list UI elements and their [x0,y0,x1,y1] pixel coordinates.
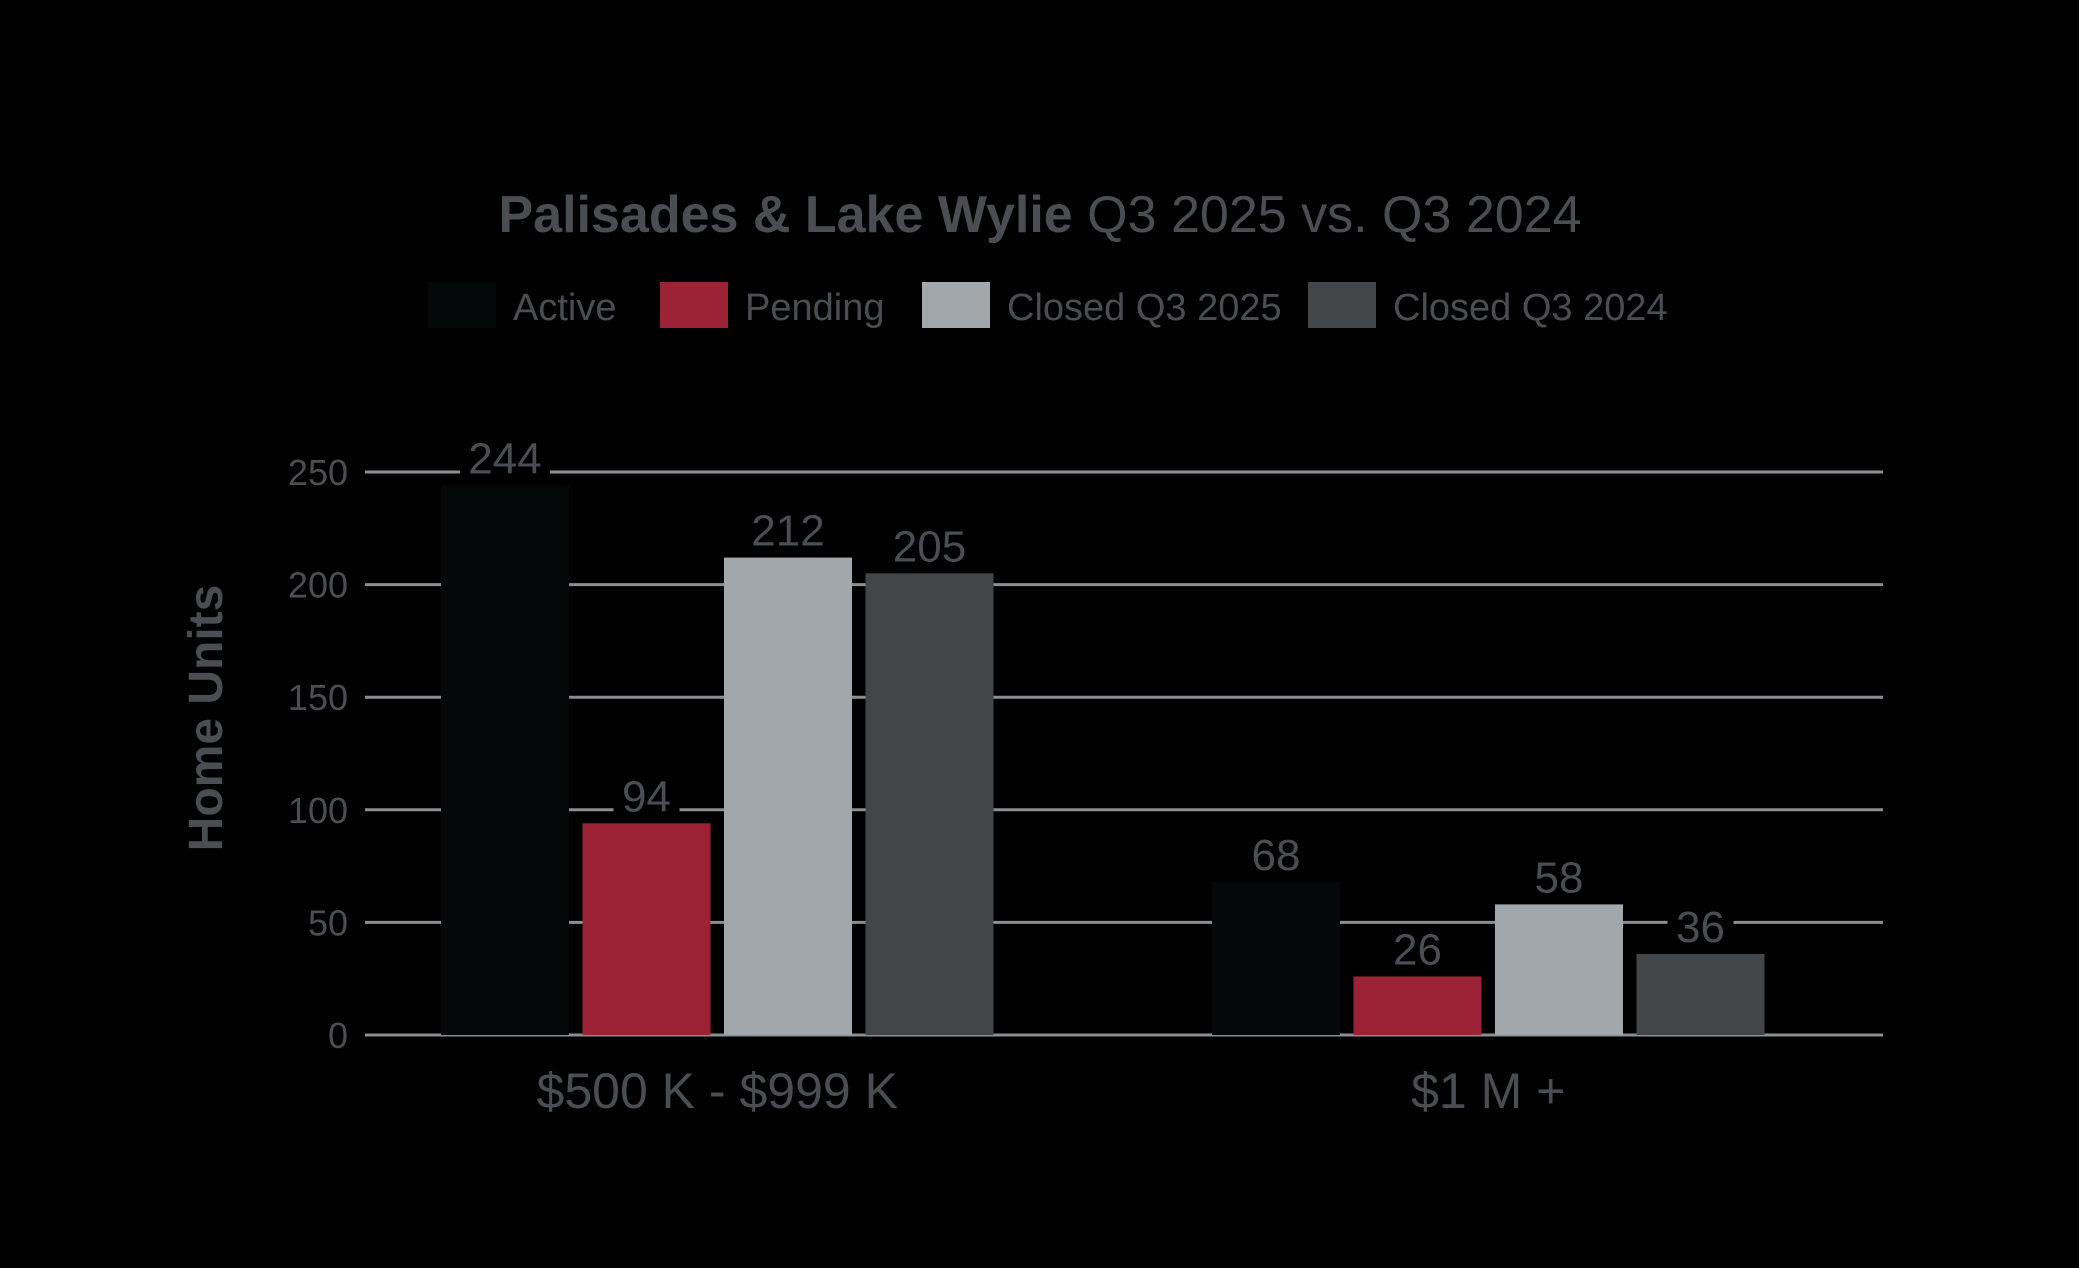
y-axis-ticks: 0 50 100 150 200 250 [288,452,348,1056]
data-label-bg [1667,907,1734,946]
data-label-2-2: 26 [1393,925,1442,974]
x-tick-label-2: $1 M + [1411,1063,1565,1119]
data-label-2-3: 58 [1535,853,1584,902]
bar-1-2 [582,823,711,1035]
data-label-bg [460,439,550,478]
y-tick-label: 100 [288,790,348,831]
x-tick-label-1: $500 K - $999 K [537,1063,898,1119]
legend-label-4: Closed Q3 2024 [1393,287,1668,329]
bar-1-3 [724,557,852,1035]
y-tick-label: 200 [288,565,348,606]
bars [441,485,1765,1036]
legend-swatch-4 [1308,282,1376,328]
bar-2-4 [1636,953,1765,1035]
bar-1-4 [865,573,994,1035]
data-label-bg [743,511,833,550]
bar-2-3 [1495,904,1623,1035]
data-label-1-4: 205 [893,522,966,571]
legend-swatch-3 [922,282,990,328]
chart-title: Palisades & Lake Wylie Q3 2025 vs. Q3 20… [498,186,1581,244]
y-tick-label: 250 [288,452,348,493]
data-label-2-1: 68 [1252,831,1301,880]
bar-1-1 [441,485,569,1036]
legend-swatch-1 [428,282,496,328]
bar-2-2 [1353,976,1482,1035]
chart-title-rest: Q3 2025 vs. Q3 2024 [1073,186,1582,244]
y-tick-label: 50 [308,902,348,943]
data-label-1-3: 212 [751,507,824,556]
chart-title-strong: Palisades & Lake Wylie [498,186,1072,244]
legend: Active Pending Closed Q3 2025 Closed Q3 202… [428,282,1668,329]
legend-swatch-2 [660,282,728,328]
y-tick-label: 150 [288,677,348,718]
data-label-bg [1243,835,1309,874]
data-label-1-1: 244 [468,435,541,484]
legend-label-2: Pending [745,287,884,329]
bar-2-1 [1212,881,1340,1035]
data-label-bg [613,777,680,816]
legend-label-3: Closed Q3 2025 [1007,287,1282,329]
y-tick-label: 0 [328,1015,348,1056]
data-label-1-2: 94 [622,772,671,821]
data-labels: 244 94 212 205 68 26 58 36 [460,435,1734,974]
data-label-2-4: 36 [1676,903,1725,952]
legend-label-1: Active [513,287,616,329]
data-label-bg [1384,930,1451,969]
x-axis-ticks: $500 K - $999 K $1 M + [537,1063,1566,1119]
y-axis-label: Home Units [180,585,233,852]
data-label-bg [884,527,975,566]
data-label-bg [1526,858,1592,897]
